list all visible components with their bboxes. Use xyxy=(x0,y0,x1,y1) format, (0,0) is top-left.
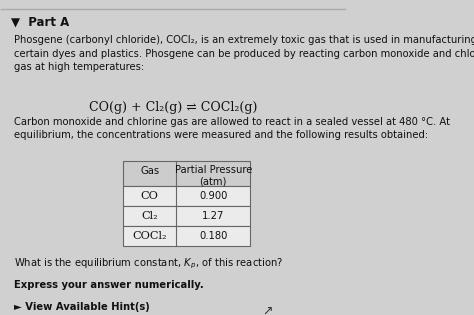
Text: ► View Available Hint(s): ► View Available Hint(s) xyxy=(15,302,150,312)
Text: 1.27: 1.27 xyxy=(202,211,225,220)
Text: Cl₂: Cl₂ xyxy=(141,211,158,220)
Text: CO: CO xyxy=(141,191,158,201)
Bar xyxy=(123,186,250,206)
Text: 0.900: 0.900 xyxy=(199,191,228,201)
Text: Phosgene (carbonyl chloride), COCl₂, is an extremely toxic gas that is used in m: Phosgene (carbonyl chloride), COCl₂, is … xyxy=(15,35,474,72)
Text: 0.180: 0.180 xyxy=(199,231,228,241)
Bar xyxy=(123,226,250,246)
Bar xyxy=(123,161,250,186)
Text: Gas: Gas xyxy=(140,166,159,176)
Text: Partial Pressure
(atm): Partial Pressure (atm) xyxy=(174,165,252,186)
Text: Express your answer numerically.: Express your answer numerically. xyxy=(15,280,204,290)
Text: ↗: ↗ xyxy=(262,305,273,315)
Text: What is the equilibrium constant, $K_p$, of this reaction?: What is the equilibrium constant, $K_p$,… xyxy=(15,257,284,271)
Bar xyxy=(123,206,250,226)
Text: CO(g) + Cl₂(g) ⇌ COCl₂(g): CO(g) + Cl₂(g) ⇌ COCl₂(g) xyxy=(89,101,257,114)
Text: COCl₂: COCl₂ xyxy=(132,231,167,241)
Text: Carbon monoxide and chlorine gas are allowed to react in a sealed vessel at 480 : Carbon monoxide and chlorine gas are all… xyxy=(15,117,450,140)
Text: ▼  Part A: ▼ Part A xyxy=(11,16,69,29)
